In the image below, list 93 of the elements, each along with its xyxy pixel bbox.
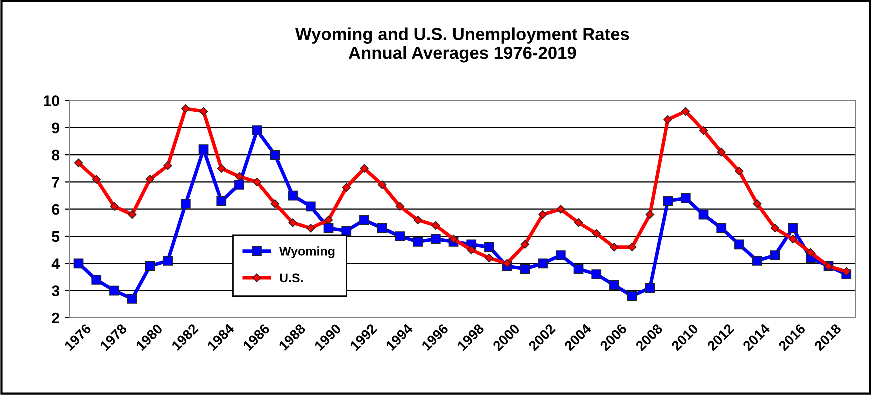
point [252,126,262,136]
y-tick-label: 4 [52,258,60,270]
point [699,126,708,135]
point [734,240,744,250]
point [574,264,584,274]
point [663,196,673,206]
point [430,234,441,244]
point [716,223,727,234]
point [324,216,334,225]
point [645,283,656,294]
point [342,183,351,192]
point [538,258,548,269]
point [449,234,458,244]
point [360,164,369,173]
point [164,162,172,170]
point [592,229,601,238]
point [342,226,352,236]
point [216,196,227,206]
point [485,254,494,263]
point [395,232,406,242]
point [752,256,762,266]
point [92,175,101,184]
y-tick-label: 7 [52,177,60,188]
point [145,261,156,272]
point [252,178,262,187]
point [110,202,119,211]
point [217,164,226,173]
point [306,202,316,212]
point [270,200,280,208]
point [198,144,209,155]
point [842,267,851,276]
point [735,166,744,176]
point [377,223,388,234]
point [592,270,602,280]
point [74,258,84,269]
y-tick-label: 6 [52,204,60,216]
point [788,234,798,244]
point [770,250,780,260]
point [610,280,620,290]
point [502,259,512,268]
point [698,210,709,220]
point [378,180,387,190]
point [396,202,405,211]
y-tick-label: 9 [52,122,60,134]
point [74,158,84,168]
point [288,218,298,228]
point [182,104,190,114]
point [610,243,619,252]
y-tick-label: 8 [52,150,60,161]
chart-title: Wyoming and U.S. Unemployment Rates Annual Averages 1976-2019 [296,28,630,63]
point [128,210,137,220]
y-tick-label: 3 [52,286,60,297]
point [538,210,548,220]
point [520,264,530,274]
point [234,180,244,190]
point [306,224,316,233]
legend-label: Wyoming [279,246,335,258]
point [628,243,637,252]
point [556,205,566,214]
point [413,237,423,247]
point [288,190,298,201]
point [180,198,191,209]
point [127,294,138,304]
point [664,115,672,124]
point [199,107,208,116]
point [92,275,102,285]
point [682,107,690,116]
y-tick-label: 10 [44,96,60,106]
point [788,223,798,234]
y-tick-label: 2 [52,312,60,324]
legend-label: U.S. [280,274,303,283]
point [484,242,494,252]
point [270,150,280,160]
point [163,256,173,266]
point [556,250,566,260]
point [627,291,638,302]
point [752,200,762,208]
point [646,210,655,220]
point [414,216,422,225]
point [467,246,476,254]
point [360,215,370,226]
point [574,218,584,228]
point [680,194,691,204]
point [770,224,780,233]
point [806,248,816,258]
point [146,175,155,184]
point [432,221,440,230]
point [324,223,334,234]
point [110,286,120,296]
point [235,172,244,182]
point [520,240,530,249]
y-tick-label: 5 [52,232,60,242]
point [717,148,726,157]
